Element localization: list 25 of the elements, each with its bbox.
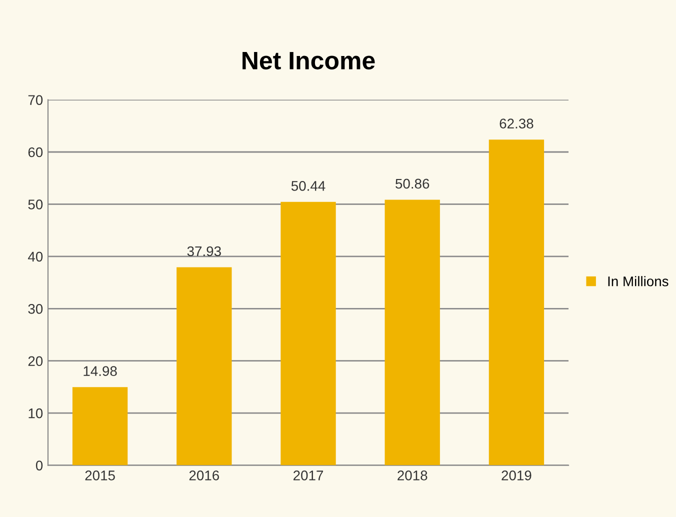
text: 50.44 [291, 181, 326, 191]
y-tick-label: 30 [28, 304, 43, 314]
text: 62.38 [500, 118, 534, 128]
bar [72, 387, 128, 466]
x-tick-label: 2016 [189, 470, 219, 480]
y-tick-label: 50 [28, 200, 43, 210]
bar [384, 200, 440, 466]
bar [280, 202, 336, 466]
bar [176, 267, 232, 466]
y-tick-label: 70 [28, 95, 43, 105]
x-tick-label: 2015 [85, 470, 115, 480]
y-tick-label: 20 [28, 356, 43, 366]
text: 14.98 [84, 366, 117, 376]
text: 50.86 [396, 178, 430, 189]
x-tick-label: 2018 [398, 470, 428, 480]
y-tick-label: 10 [28, 408, 43, 418]
y-tick-label: 60 [28, 147, 43, 158]
bar [488, 140, 544, 466]
y-tick-label: 40 [28, 252, 43, 262]
y-tick-label: 0 [36, 460, 43, 470]
x-tick-label: 2019 [502, 470, 532, 480]
chart-title: Net Income [242, 52, 375, 70]
x-tick-label: 2017 [294, 470, 324, 480]
legend-label: In Millions [608, 276, 668, 286]
text: 37.93 [187, 246, 221, 256]
